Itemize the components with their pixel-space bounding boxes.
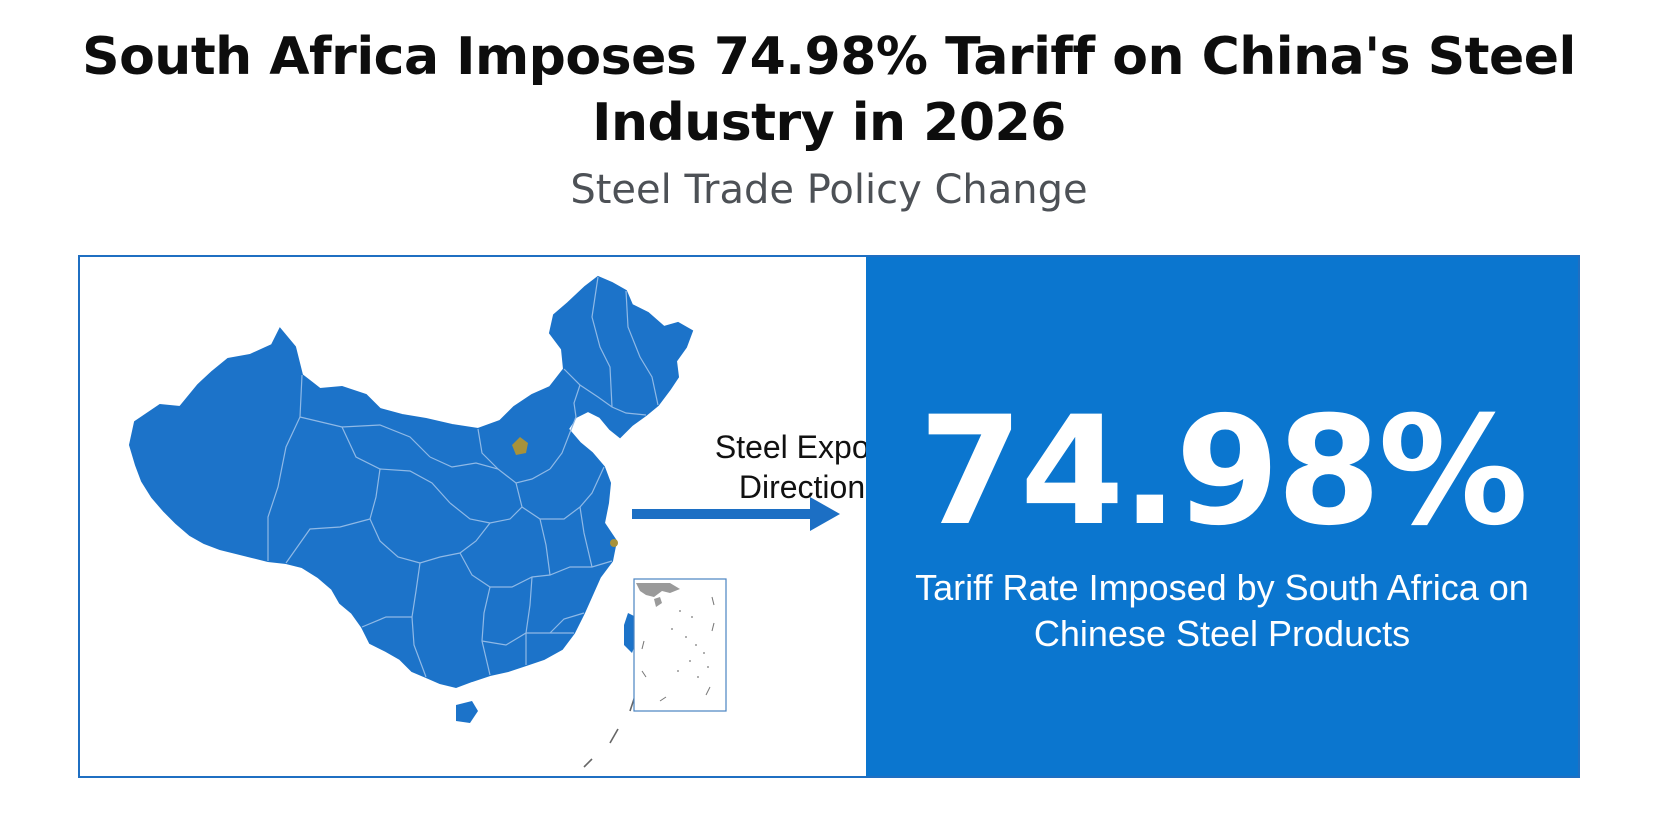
china-mainland-shape xyxy=(128,275,694,689)
tariff-rate-caption: Tariff Rate Imposed by South Africa on C… xyxy=(915,567,1529,654)
beijing-highlight xyxy=(512,437,528,455)
tariff-rate-value: 74.98% xyxy=(918,385,1529,559)
china-map xyxy=(128,275,840,768)
arrow-label: Steel Export Direction xyxy=(714,429,890,505)
page-subtitle: Steel Trade Policy Change xyxy=(570,167,1088,213)
infographic-panel: Steel Export Direction 74.98% Tariff Rat… xyxy=(78,255,1580,778)
export-arrow xyxy=(632,497,840,531)
stat-section: 74.98% Tariff Rate Imposed by South Afri… xyxy=(866,257,1578,776)
hainan-shape xyxy=(456,701,478,723)
inset-map xyxy=(633,578,727,712)
province-borders xyxy=(267,276,659,678)
shanghai-highlight xyxy=(610,539,618,547)
map-section: Steel Export Direction xyxy=(80,257,889,776)
page-title: South Africa Imposes 74.98% Tariff on Ch… xyxy=(82,27,1576,153)
